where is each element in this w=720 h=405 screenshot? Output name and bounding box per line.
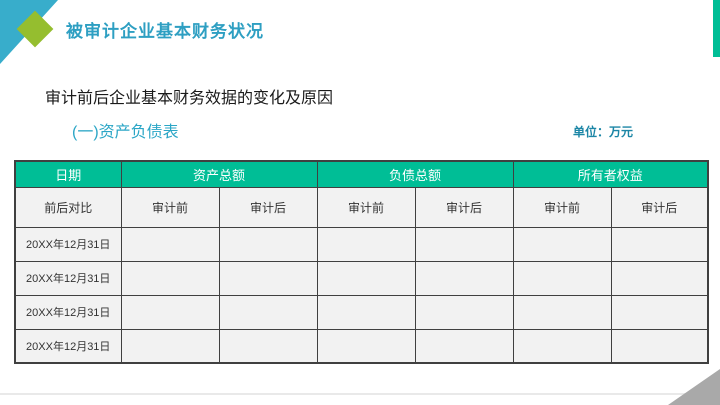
- empty-cell: [610, 226, 709, 262]
- slide-header-title: 被审计企业基本财务状况: [66, 22, 264, 41]
- empty-cell: [414, 328, 514, 364]
- date-cell: 20XX年12月31日: [14, 226, 122, 262]
- column-header-total-liabilities: 负债总额: [316, 160, 514, 188]
- empty-cell: [120, 328, 220, 364]
- section-title: (一)资产负债表: [72, 124, 179, 141]
- slide-subtitle: 审计前后企业基本财务效据的变化及原因: [45, 90, 334, 107]
- date-cell: 20XX年12月31日: [14, 294, 122, 330]
- table-row: 20XX年12月31日: [14, 294, 709, 330]
- empty-cell: [414, 226, 514, 262]
- empty-cell: [218, 328, 318, 364]
- empty-cell: [316, 260, 416, 296]
- empty-cell: [316, 328, 416, 364]
- column-header-owners-equity: 所有者权益: [512, 160, 709, 188]
- empty-cell: [512, 294, 612, 330]
- empty-cell: [218, 294, 318, 330]
- date-cell: 20XX年12月31日: [14, 328, 122, 364]
- empty-cell: [512, 260, 612, 296]
- empty-cell: [610, 260, 709, 296]
- subheader-post-audit: 审计后: [218, 186, 318, 228]
- empty-cell: [610, 294, 709, 330]
- subheader-compare: 前后对比: [14, 186, 122, 228]
- subheader-post-audit: 审计后: [414, 186, 514, 228]
- empty-cell: [610, 328, 709, 364]
- empty-cell: [120, 226, 220, 262]
- empty-cell: [512, 226, 612, 262]
- table-row: 20XX年12月31日: [14, 226, 709, 262]
- right-edge-green-bar-decoration: [713, 0, 720, 57]
- unit-label: 单位：万元: [573, 125, 634, 139]
- balance-sheet-table: 日期 资产总额 负债总额 所有者权益 前后对比 审计前 审计后 审计前 审计后 …: [14, 160, 710, 364]
- date-cell: 20XX年12月31日: [14, 260, 122, 296]
- empty-cell: [218, 226, 318, 262]
- bottom-divider-line: [0, 393, 720, 395]
- empty-cell: [316, 226, 416, 262]
- empty-cell: [414, 260, 514, 296]
- table-row: 20XX年12月31日: [14, 260, 709, 296]
- empty-cell: [218, 260, 318, 296]
- empty-cell: [512, 328, 612, 364]
- subheader-post-audit: 审计后: [610, 186, 709, 228]
- subheader-pre-audit: 审计前: [316, 186, 416, 228]
- empty-cell: [414, 294, 514, 330]
- table-group-header-row: 日期 资产总额 负债总额 所有者权益: [14, 160, 709, 188]
- subheader-pre-audit: 审计前: [120, 186, 220, 228]
- empty-cell: [120, 260, 220, 296]
- subheader-pre-audit: 审计前: [512, 186, 612, 228]
- table-row: 20XX年12月31日: [14, 328, 709, 364]
- empty-cell: [120, 294, 220, 330]
- table-subheader-row: 前后对比 审计前 审计后 审计前 审计后 审计前 审计后: [14, 186, 709, 228]
- column-header-date: 日期: [14, 160, 122, 188]
- column-header-total-assets: 资产总额: [120, 160, 318, 188]
- corner-gray-triangle-decoration: [668, 369, 720, 405]
- empty-cell: [316, 294, 416, 330]
